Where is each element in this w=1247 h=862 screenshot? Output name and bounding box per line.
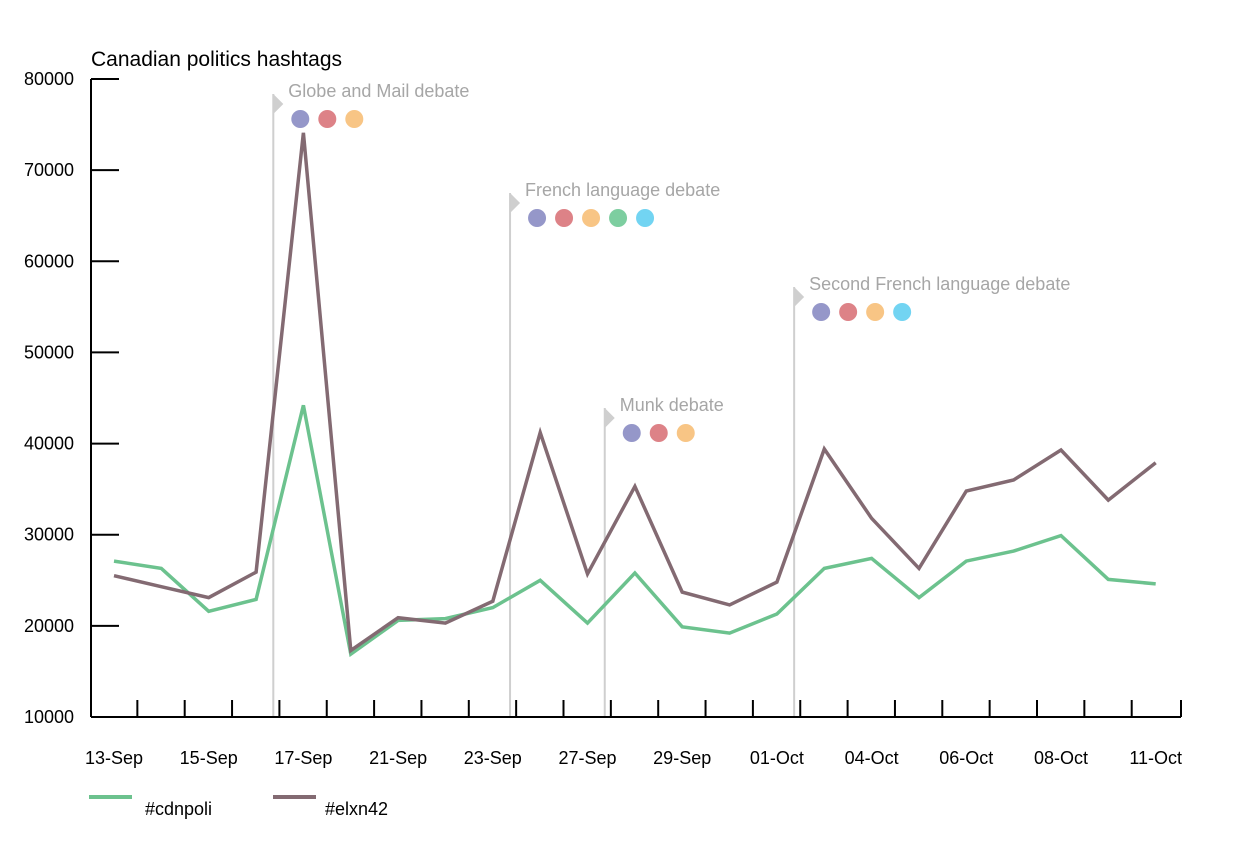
- x-tick-label: 06-Oct: [939, 748, 993, 768]
- event-marker-triangle: [604, 408, 615, 428]
- event-dot: [555, 209, 574, 227]
- series-layer: [113, 132, 1157, 658]
- x-tick-label: 29-Sep: [653, 748, 711, 768]
- event-dot: [345, 110, 364, 128]
- event-label: French language debate: [525, 180, 720, 200]
- x-tick-label: 04-Oct: [845, 748, 899, 768]
- x-tick-label: 17-Sep: [274, 748, 332, 768]
- event-marker-triangle: [273, 94, 284, 114]
- event-dot: [622, 424, 641, 442]
- legend-label: #cdnpoli: [145, 799, 212, 819]
- x-tick-label: 08-Oct: [1034, 748, 1088, 768]
- y-tick-label: 30000: [24, 525, 74, 545]
- event-dot: [291, 110, 310, 128]
- x-tick-label: 27-Sep: [558, 748, 616, 768]
- legend-label: #elxn42: [325, 799, 388, 819]
- event-label: Munk debate: [620, 395, 724, 415]
- event-dot: [636, 209, 655, 227]
- series-line-cdnpoli: [113, 404, 1156, 658]
- x-tick-label: 01-Oct: [750, 748, 804, 768]
- y-tick-label: 40000: [24, 434, 74, 454]
- axes-layer: 10000 20000 30000 40000 50000 60000 70000 80000…: [24, 69, 1182, 768]
- y-tick-label: 80000: [24, 69, 74, 89]
- event-dot: [582, 209, 601, 227]
- event-dot: [609, 209, 628, 227]
- event-dot: [839, 303, 858, 321]
- event-dot: [318, 110, 337, 128]
- event-label: Globe and Mail debate: [288, 81, 469, 101]
- event-dot: [528, 209, 547, 227]
- x-tick-label: 23-Sep: [464, 748, 522, 768]
- event-marker-triangle: [794, 287, 805, 307]
- event-label: Second French language debate: [809, 274, 1070, 294]
- event-dot: [676, 424, 695, 442]
- y-tick-label: 20000: [24, 616, 74, 636]
- y-tick-label: 60000: [24, 251, 74, 271]
- event-dot: [866, 303, 885, 321]
- event-marker-triangle: [510, 193, 521, 213]
- x-tick-label: 15-Sep: [180, 748, 238, 768]
- y-tick-label: 70000: [24, 160, 74, 180]
- event-dot: [812, 303, 831, 321]
- y-tick-label: 50000: [24, 342, 74, 362]
- y-tick-label: 10000: [24, 707, 74, 727]
- x-tick-label: 11-Oct: [1129, 748, 1182, 768]
- x-tick-label: 13-Sep: [85, 748, 143, 768]
- series-line-elxn42: [113, 132, 1157, 654]
- chart-title: Canadian politics hashtags: [91, 48, 342, 71]
- legend: #cdnpoli #elxn42: [89, 795, 388, 819]
- event-dot: [893, 303, 912, 321]
- x-tick-label: 21-Sep: [369, 748, 427, 768]
- annotations-layer: Globe and Mail debate French language deb…: [272, 81, 1070, 717]
- event-dot: [649, 424, 668, 442]
